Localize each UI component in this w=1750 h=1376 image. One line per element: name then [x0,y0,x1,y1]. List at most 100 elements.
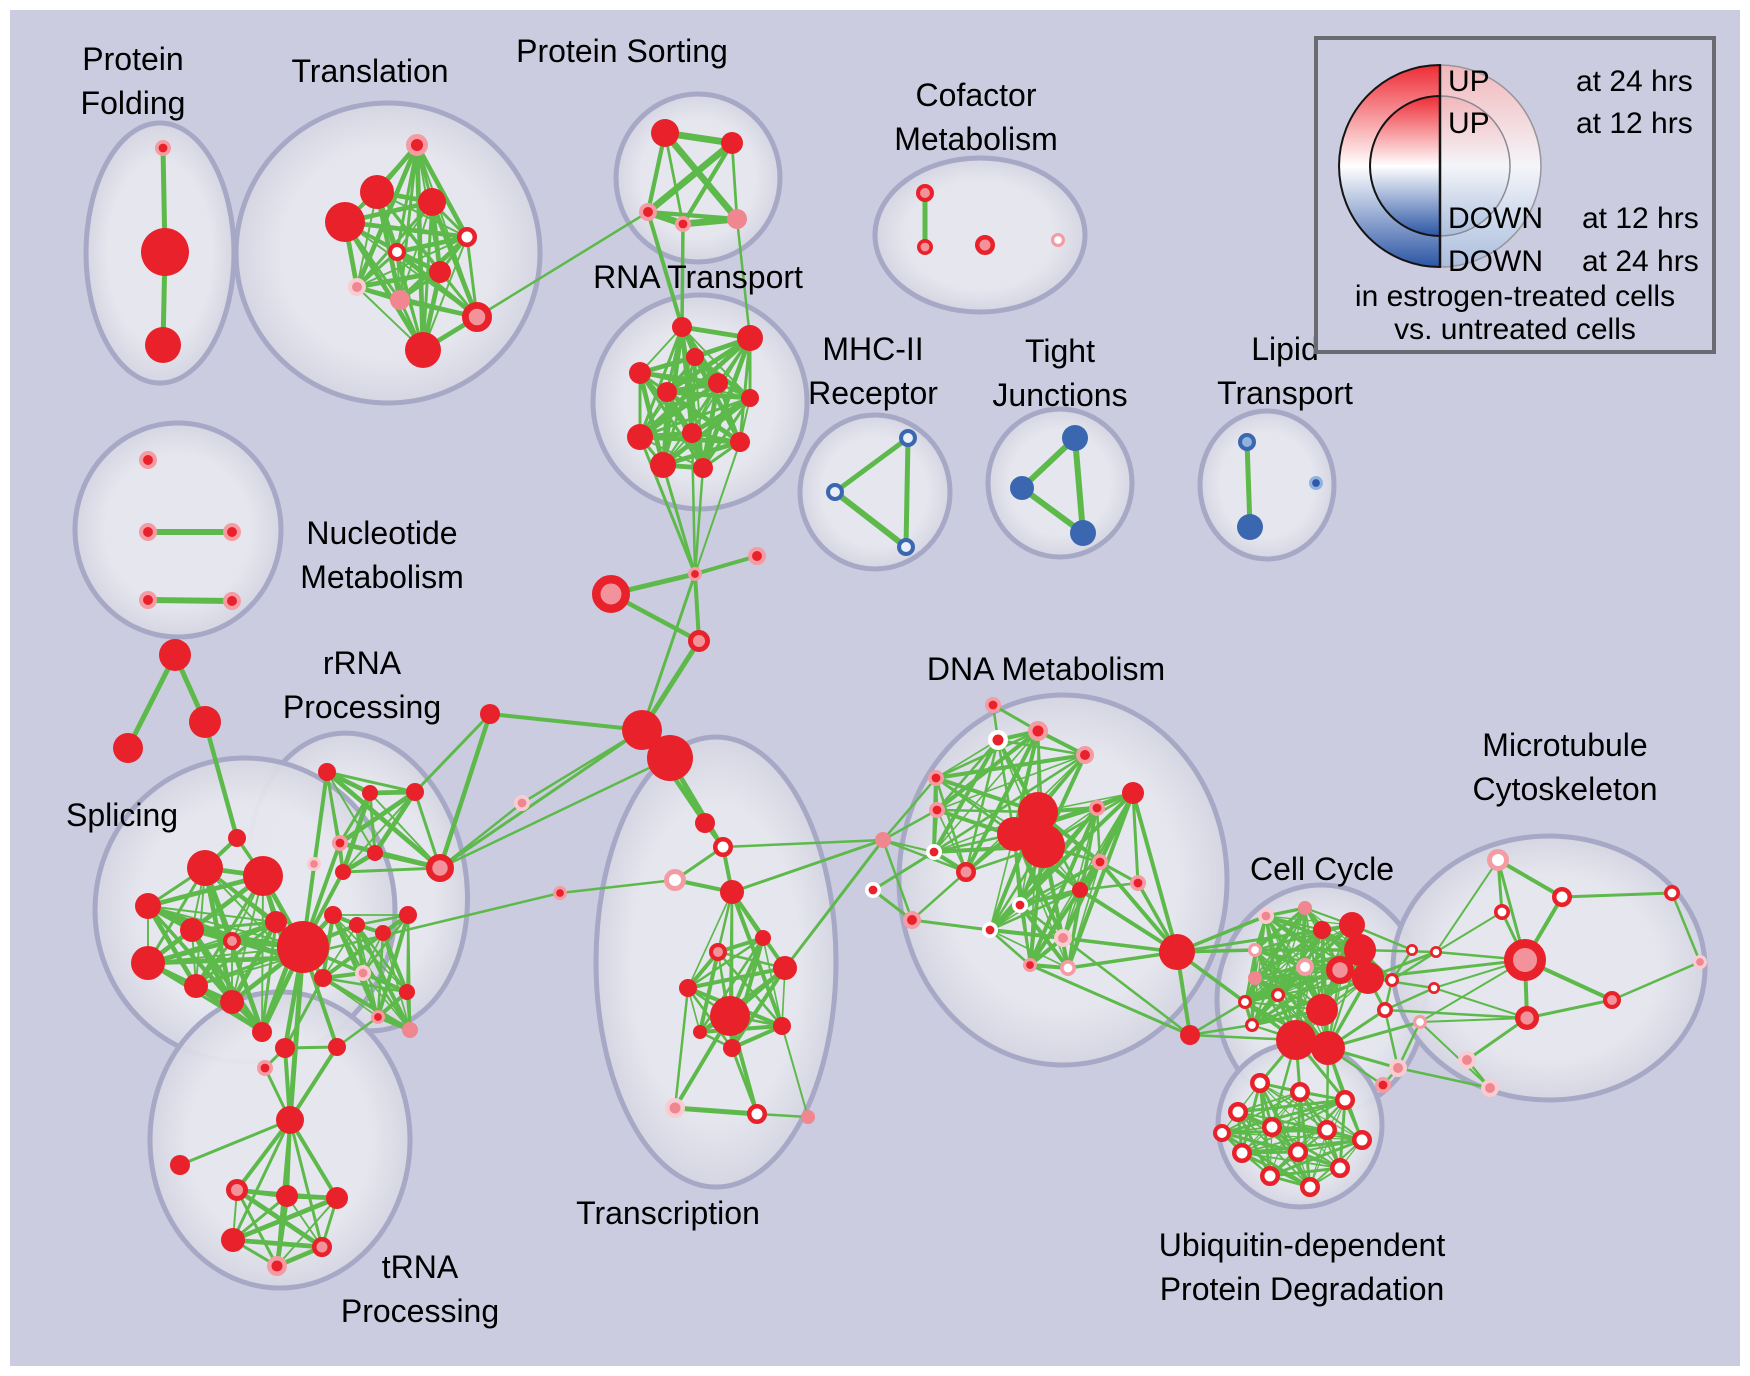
gene-node [318,763,336,781]
gene-node [1384,973,1399,988]
gene-node [875,832,891,848]
edge [738,336,752,444]
gene-node [276,1106,304,1134]
edge [394,234,470,255]
gene-node [826,482,845,501]
legend-time-label: at 12 hrs [1582,202,1699,235]
edge [1072,435,1086,536]
cluster-bubble-mc [1390,833,1708,1103]
gene-node [897,538,916,557]
edge [361,913,410,975]
edge [644,139,736,216]
gene-node [399,906,417,924]
edge [369,792,441,869]
edge [832,489,909,550]
edge [1244,439,1253,530]
gene-node [406,134,429,157]
gene-node [1296,958,1315,977]
edge [988,928,1032,967]
gene-node [627,424,653,450]
edge [721,838,885,849]
gene-node [663,868,686,891]
gene-node [693,458,713,478]
edge [730,141,739,221]
edge [1175,950,1298,1042]
edge [931,737,1001,855]
cluster-label-tj: Tight [1025,333,1095,369]
edge [320,975,413,1033]
gene-node [1228,1102,1248,1122]
gene-node [189,706,221,738]
cluster-label-ps: Protein Sorting [516,33,728,69]
edge [1383,1008,1529,1020]
gene-node [1298,901,1312,915]
edge [1419,1017,1528,1023]
gene-node [592,575,631,614]
gene-node [135,893,161,919]
edge [1670,891,1702,964]
edge [325,770,417,794]
edge [438,756,672,870]
gene-node [1429,945,1442,958]
edge [354,269,443,290]
edge [781,1025,809,1118]
edge [730,838,885,894]
gene-node [720,880,744,904]
edge [680,140,735,227]
cluster-label-rr: Processing [283,689,441,725]
edge [701,396,752,470]
cluster-label-tl: Translation [291,53,448,89]
gene-node [1344,934,1376,966]
gene-node [425,854,454,883]
edge [1066,888,1082,970]
gene-node [1092,853,1109,870]
edge [145,597,235,604]
edge [1220,1098,1347,1135]
gene-node [1180,1025,1200,1045]
gene-node [220,990,244,1014]
edge [1078,888,1179,954]
gene-node [1130,874,1147,891]
gene-node [418,188,446,216]
edge [488,712,644,732]
edge [1265,915,1353,926]
gene-node [367,845,383,861]
gene-node [1247,943,1262,958]
edge [1066,950,1179,970]
edge [1525,998,1614,1020]
edge [331,913,412,1032]
gene-node [1330,1158,1350,1178]
edge [935,739,999,779]
legend-time-label: at 24 hrs [1582,245,1699,278]
edge [673,986,690,1110]
gene-node [916,183,935,202]
edge [326,771,376,854]
cluster-label-cc: Cell Cycle [1250,851,1394,887]
edge [989,861,1101,931]
edge [1294,923,1354,1042]
edge [146,904,264,1034]
gene-node [314,969,332,987]
gene-node [1427,981,1440,994]
edge [640,572,697,732]
gene-node [1070,520,1096,546]
gene-node [925,843,942,860]
gene-node [1405,943,1418,956]
gene-node [131,946,165,980]
gene-node [679,979,697,997]
gene-node [1412,1015,1427,1030]
gene-node [1028,721,1048,741]
gene-node [1262,1117,1282,1137]
gene-node [721,132,743,154]
gene-node [988,730,1008,750]
edge [438,728,644,870]
gene-node [265,911,287,933]
edge [558,878,677,895]
edge [735,217,752,340]
gene-node [1552,887,1572,907]
edge [1243,968,1342,1004]
gene-node [222,932,241,951]
gene-node [1238,432,1257,451]
edge [288,891,562,960]
legend-direction-label: DOWN [1448,245,1543,278]
